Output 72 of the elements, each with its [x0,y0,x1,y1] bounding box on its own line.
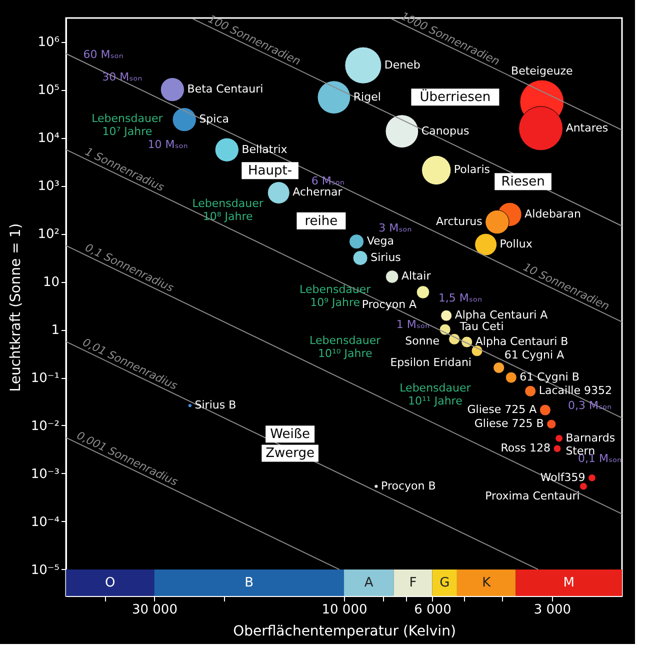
annotation: Gliese 725 A [467,403,538,416]
annotation: Rigel [353,90,381,104]
annotation: Sonne [405,334,440,348]
band-label: O [105,576,116,591]
annotation: Wolf359 [540,470,586,484]
annotation: Vega [366,234,394,248]
band-label: M [563,576,574,591]
annotation: Lebensdauer 10⁸ Jahre [192,197,264,224]
annotation: Polaris [454,163,490,176]
annotation: Procyon B [381,479,436,492]
y-tick-label: 1 [51,323,60,338]
annotation: Weiße [270,427,310,442]
x-tick-label: 6 000 [414,602,452,618]
y-tick-label: 10² [38,227,60,242]
annotation: 60 Mₛₒₙ [83,48,124,61]
annotation: Arcturus [436,214,483,228]
annotation: Pollux [500,238,533,251]
annotation: Beta Centauri [187,82,264,96]
annotation: Gliese 725 B [474,417,544,430]
annotation: Haupt- [248,164,292,179]
annotation: Alpha Centauri B [475,334,568,348]
band-label: K [482,576,492,591]
annotation: 1 Mₛₒₙ [396,318,430,331]
annotation: Spica [199,112,230,126]
annotation: reihe [304,214,338,229]
annotation: Sirius [370,250,402,264]
x-axis-title: Oberflächentemperatur (Kelvin) [233,624,456,640]
annotation: 1,5 Mₛₒₙ [438,291,482,304]
annotation: Alpha Centauri A [454,308,548,322]
annotation: 3 Mₛₒₙ [378,221,412,234]
annotation: Achernar [292,186,343,199]
annotation: 61 Cygni A [504,348,565,362]
annotation: Bellatrix [242,142,288,156]
annotation: Sirius B [194,398,236,412]
annotation: Überriesen [420,89,491,106]
y-tick-label: 10⁻⁵ [30,562,60,578]
annotation: Aldebaran [524,207,581,220]
y-tick-label: 10⁻² [30,419,60,434]
x-tick-label: 3 000 [534,602,572,618]
annotation: Epsilon Eridani [390,356,472,369]
y-axis-title: Leuchtkraft (Sonne = 1) [8,223,24,392]
annotation: Deneb [384,58,420,72]
annotation: Lebensdauer 10⁷ Jahre [92,112,164,138]
annotation: Zwerge [266,446,315,462]
annotation: 10 Mₛₒₙ [148,138,188,152]
annotation: Antares [566,121,608,134]
band-label: F [409,576,417,591]
y-tick-label: 10⁵ [38,83,60,98]
annotation: Lebensdauer 10¹⁰ Jahre [310,334,382,360]
y-tick-label: 10⁻³ [30,466,60,482]
y-tick-label: 10⁴ [38,131,60,146]
annotation: Lacaille 9352 [538,384,612,398]
x-tick-label: 10 000 [322,602,368,618]
annotation: Riesen [501,174,545,190]
annotation: 30 Mₛₒₙ [102,70,142,84]
annotation: Procyon A [362,298,418,312]
annotation: Tau Ceti [458,320,504,334]
band-label: A [364,576,374,591]
y-tick-label: 10 [42,275,60,290]
annotation: Ross 128 [500,442,551,455]
annotation: Altair [402,270,432,283]
band-label: G [440,576,450,591]
x-tick-label: 30 000 [132,602,178,618]
band-label: B [244,576,254,591]
annotation: 61 Cygni B [520,370,580,384]
annotation: Proxima Centauri [485,490,580,503]
y-tick-label: 10⁻⁴ [30,514,60,530]
y-tick-label: 10³ [38,179,60,194]
y-tick-label: 10⁻¹ [30,371,60,386]
y-tick-label: 10⁶ [38,35,60,50]
annotation: Canopus [421,124,470,138]
annotation: Beteigeuze [511,64,573,78]
